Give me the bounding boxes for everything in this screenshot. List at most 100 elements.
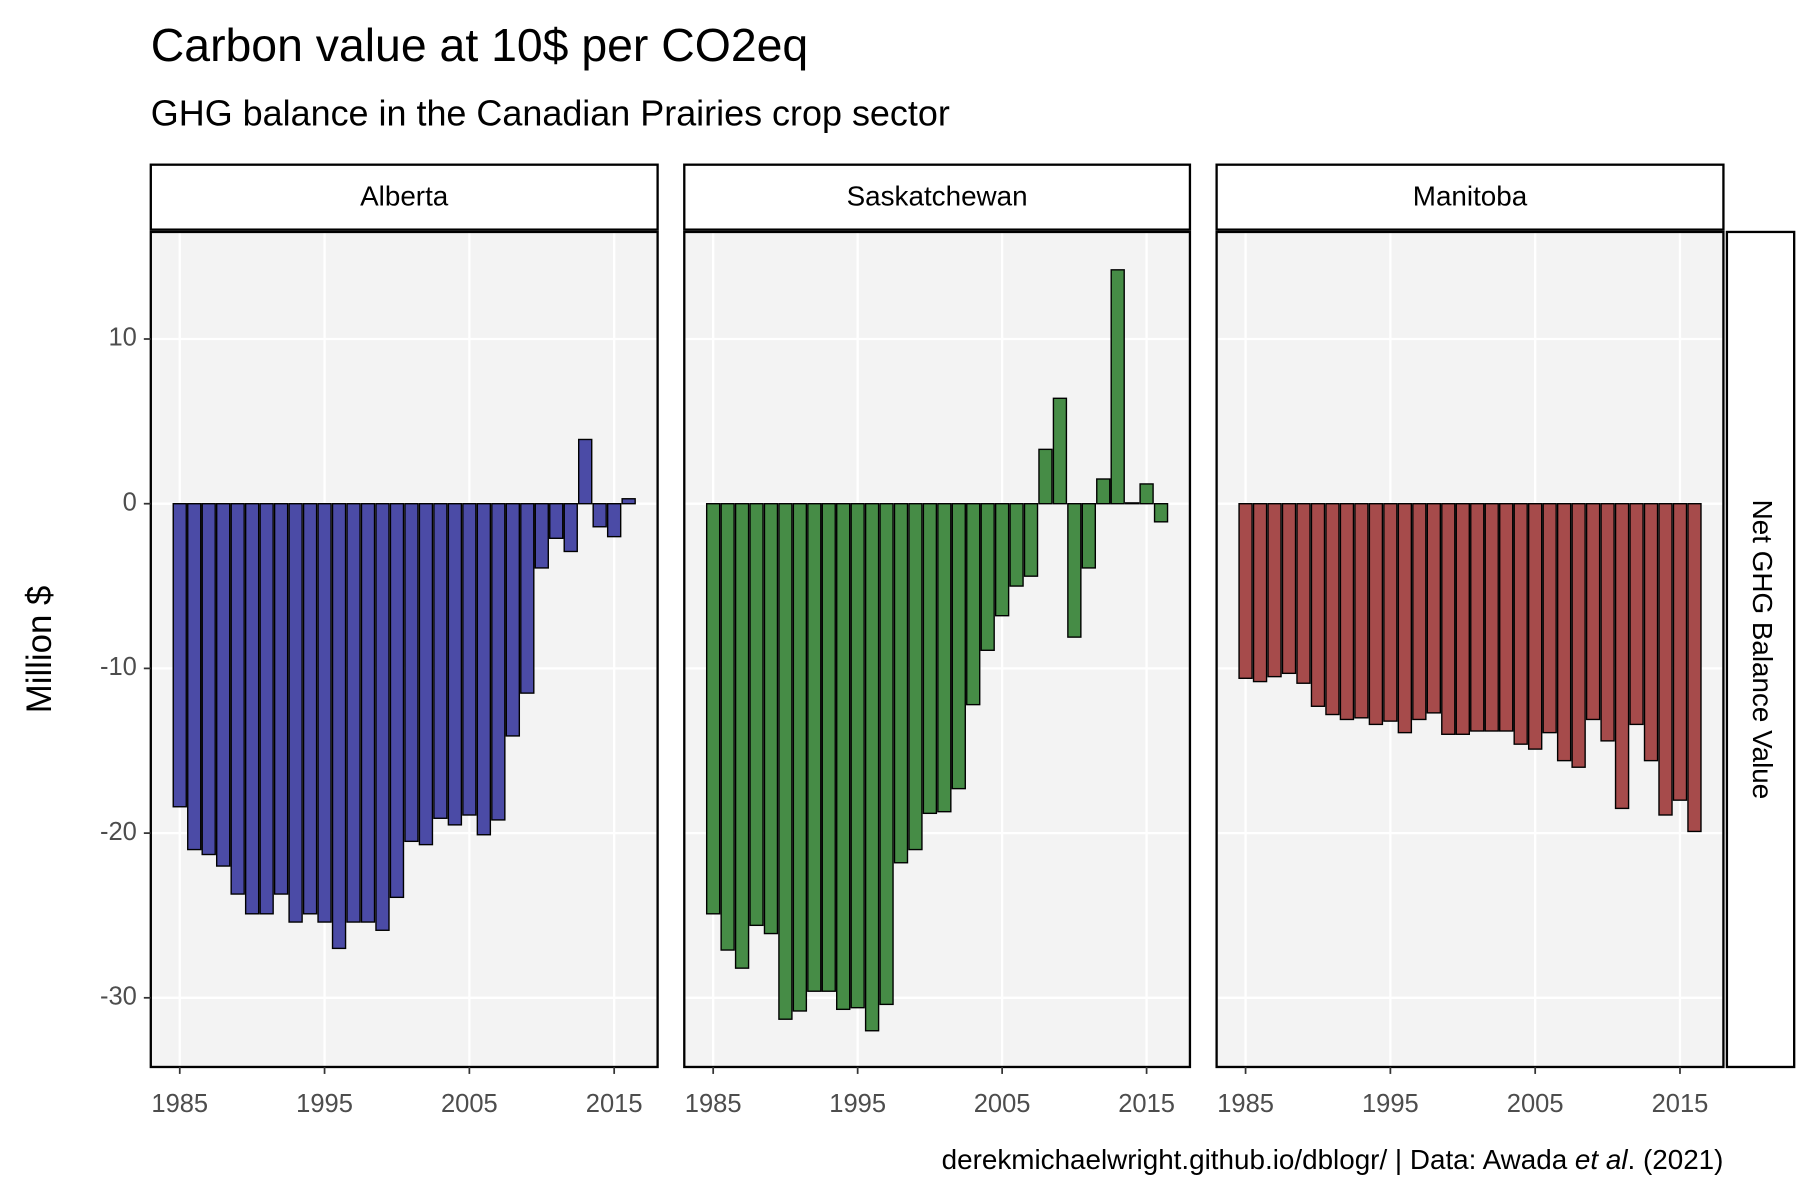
- bar: [302, 503, 318, 915]
- bar: [230, 503, 245, 895]
- bar: [1556, 503, 1572, 762]
- x-tick-label: 1995: [1362, 1090, 1419, 1118]
- bar: [994, 503, 1010, 617]
- bar: [1023, 503, 1039, 577]
- bar: [734, 503, 750, 969]
- y-tick-label: 0: [123, 488, 137, 516]
- bar: [606, 503, 622, 538]
- chart-title: Carbon value at 10$ per CO2eq: [151, 19, 808, 71]
- bar: [1096, 478, 1111, 505]
- bar: [491, 503, 506, 821]
- strip: [149, 163, 659, 231]
- right-strip-label: Net GHG Balance Value: [1747, 500, 1778, 800]
- bar: [720, 503, 735, 951]
- strip: [1215, 163, 1725, 231]
- bar: [807, 503, 822, 992]
- bar: [1052, 397, 1068, 505]
- bar: [259, 503, 274, 915]
- bar: [215, 503, 231, 867]
- bar: [1081, 503, 1097, 569]
- bar: [621, 498, 636, 505]
- bar: [980, 503, 995, 651]
- bar: [1038, 448, 1053, 505]
- bar: [1238, 503, 1253, 679]
- bar: [1687, 503, 1702, 833]
- bar: [951, 503, 966, 790]
- bar: [273, 503, 289, 895]
- bar: [549, 503, 564, 539]
- bar: [1397, 503, 1413, 734]
- strip: [683, 163, 1192, 231]
- bar: [1267, 503, 1282, 678]
- bar: [1527, 503, 1543, 750]
- caption: derekmichaelwright.github.io/dblogr/ | D…: [942, 1144, 1724, 1175]
- bar: [1139, 483, 1154, 505]
- bar: [922, 503, 938, 815]
- panel-border: [1215, 230, 1725, 1069]
- bar: [1585, 503, 1601, 721]
- chart-subtitle: GHG balance in the Canadian Prairies cro…: [151, 92, 950, 133]
- bar: [864, 503, 880, 1032]
- y-tick-label: -10: [100, 653, 137, 681]
- bar: [172, 503, 187, 808]
- bar: [317, 503, 332, 923]
- bar: [1614, 503, 1630, 810]
- bar: [331, 503, 347, 950]
- bar: [462, 503, 477, 816]
- bar: [447, 503, 463, 826]
- bar: [592, 503, 607, 528]
- bar: [1354, 503, 1369, 719]
- bar: [1153, 503, 1169, 523]
- bar: [375, 503, 390, 931]
- bar: [1643, 503, 1659, 762]
- bar: [1124, 502, 1140, 505]
- x-tick-label: 2005: [1507, 1090, 1564, 1118]
- bar: [404, 503, 419, 843]
- panel-border: [149, 230, 659, 1069]
- bar: [1658, 503, 1673, 816]
- strip-label: Saskatchewan: [847, 181, 1028, 212]
- bar: [244, 503, 260, 915]
- bar: [288, 503, 303, 923]
- strip-label: Alberta: [360, 181, 449, 212]
- bar: [1383, 503, 1398, 722]
- bar: [201, 503, 216, 856]
- bar: [520, 503, 535, 694]
- bar: [1325, 503, 1340, 716]
- bar: [476, 503, 492, 836]
- bar: [1672, 503, 1688, 801]
- x-tick-label: 2015: [1118, 1090, 1175, 1118]
- bar: [792, 503, 808, 1012]
- bar: [1542, 503, 1557, 734]
- x-tick-label: 1995: [296, 1090, 353, 1118]
- bar: [505, 503, 521, 737]
- bar: [1513, 503, 1528, 745]
- bar: [850, 503, 865, 1009]
- bar: [1296, 503, 1311, 684]
- y-tick-label: -30: [100, 983, 137, 1011]
- right-strip: [1725, 230, 1796, 1069]
- bar: [908, 503, 923, 851]
- bar: [433, 503, 448, 819]
- bar: [705, 503, 721, 915]
- bar: [418, 503, 434, 846]
- bar: [1629, 503, 1644, 726]
- bar: [1571, 503, 1586, 768]
- bar: [821, 503, 836, 992]
- bar: [577, 438, 593, 505]
- bar: [1412, 503, 1427, 721]
- x-tick-label: 2005: [974, 1090, 1031, 1118]
- bar: [893, 503, 909, 864]
- bar: [1600, 503, 1615, 742]
- bar: [1281, 503, 1297, 675]
- x-tick-label: 2015: [1652, 1090, 1709, 1118]
- bar: [1470, 503, 1485, 732]
- x-tick-label: 1985: [151, 1090, 208, 1118]
- x-tick-label: 1995: [829, 1090, 886, 1118]
- bar: [187, 503, 202, 851]
- bar: [1067, 503, 1082, 638]
- strip-label: Manitoba: [1413, 181, 1528, 212]
- bar: [563, 503, 578, 553]
